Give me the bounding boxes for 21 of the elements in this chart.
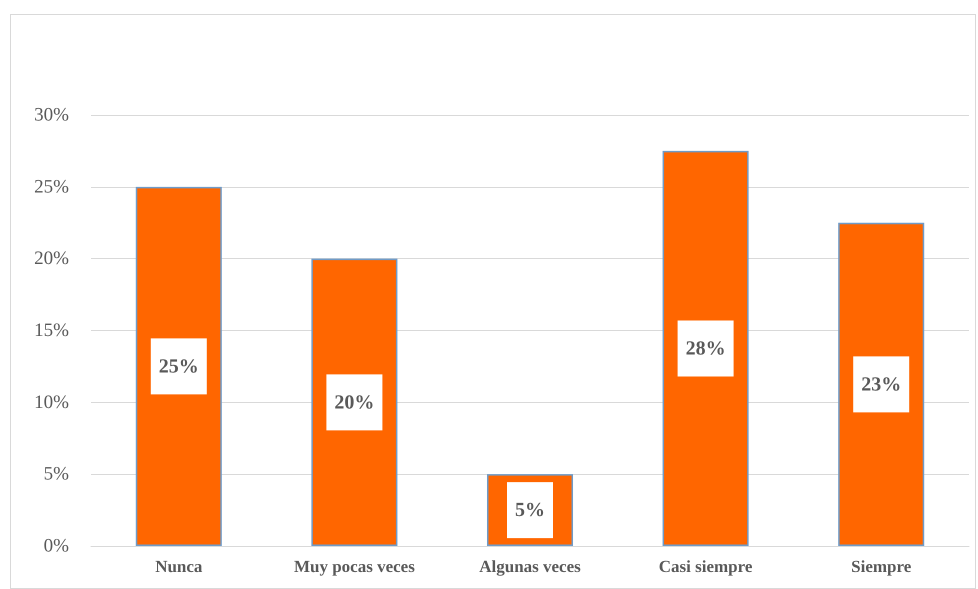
y-tick-label: 25% — [34, 176, 70, 198]
data-label: 28% — [686, 337, 726, 360]
y-tick-label: 30% — [34, 104, 70, 126]
data-label: 25% — [158, 355, 199, 378]
bar — [136, 186, 222, 546]
data-label: 5% — [515, 499, 545, 522]
bar — [838, 222, 924, 546]
y-tick-label: 15% — [34, 320, 70, 341]
y-tick-label: 0% — [44, 536, 70, 556]
y-tick-label: 10% — [34, 392, 70, 413]
x-tick-label: Algunas veces — [479, 557, 582, 576]
y-tick-label: 5% — [44, 464, 70, 485]
x-tick-label: Muy pocas veces — [294, 557, 416, 576]
x-tick-label: Siempre — [851, 557, 912, 576]
data-label: 20% — [334, 391, 374, 414]
x-tick-label: Casi siempre — [658, 557, 753, 576]
data-label: 23% — [861, 373, 902, 396]
bar — [662, 150, 749, 546]
x-tick-label: Nunca — [155, 557, 203, 576]
bar — [311, 258, 398, 546]
y-tick-label: 20% — [34, 248, 70, 270]
